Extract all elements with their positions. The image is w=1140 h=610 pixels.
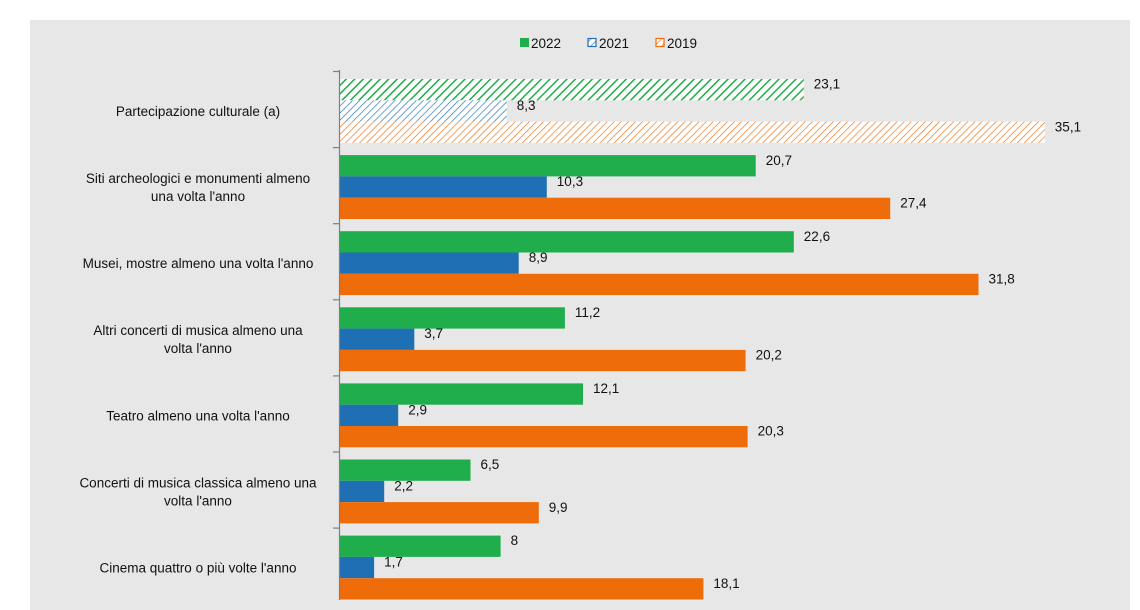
bar-2022-0 <box>340 79 804 101</box>
bar-2021-5 <box>340 480 385 503</box>
legend-swatch-2022 <box>520 38 529 47</box>
value-label-2019-3: 20,2 <box>756 348 782 363</box>
bar-2021-1 <box>340 176 547 198</box>
category-label-5: Concerti di musica classica almeno una vo… <box>79 475 317 508</box>
value-label-2021-0: 8,3 <box>517 98 536 113</box>
legend-label-2022: 2022 <box>531 36 561 51</box>
bar-2019-1 <box>340 197 891 219</box>
bar-2022-4 <box>340 383 583 405</box>
legend-label-2021: 2021 <box>599 36 629 51</box>
value-label-2021-4: 2,9 <box>408 402 427 417</box>
bar-2021-4 <box>340 404 399 426</box>
value-label-2021-3: 3,7 <box>424 326 443 341</box>
value-label-2019-6: 18,1 <box>713 576 739 591</box>
value-label-2019-5: 9,9 <box>549 500 568 515</box>
bar-2022-2 <box>340 231 794 253</box>
bar-2021-3 <box>340 328 415 350</box>
legend-label-2019: 2019 <box>667 36 697 51</box>
value-label-2019-4: 20,3 <box>758 424 784 439</box>
bar-2022-6 <box>340 535 501 557</box>
value-label-2022-5: 6,5 <box>481 457 500 472</box>
value-label-2022-3: 11,2 <box>575 305 600 320</box>
bar-2019-5 <box>340 502 539 524</box>
bar-2019-2 <box>340 273 979 296</box>
value-label-2021-5: 2,2 <box>394 478 413 493</box>
value-label-2021-1: 10,3 <box>557 174 583 189</box>
bar-2021-0 <box>340 100 507 122</box>
axis-ticks-layer <box>333 70 340 529</box>
value-label-2022-6: 8 <box>511 533 519 548</box>
value-label-2021-6: 1,7 <box>384 555 403 570</box>
category-labels-layer: Partecipazione culturale (a) Siti archeol… <box>79 104 317 576</box>
category-label-2: Musei, mostre almeno una volta l'anno <box>83 256 314 271</box>
bar-2022-1 <box>340 155 756 177</box>
bar-2022-5 <box>340 459 471 481</box>
category-label-1: Siti archeologici e monumenti almeno una … <box>86 171 310 204</box>
legend-swatch-2019 <box>655 37 665 48</box>
chart-panel <box>30 20 1130 610</box>
category-label-0: Partecipazione culturale (a) <box>116 104 280 119</box>
bar-2021-2 <box>340 252 519 274</box>
bar-2022-3 <box>340 307 565 329</box>
value-label-2019-2: 31,8 <box>989 271 1015 286</box>
value-labels-layer: 23,1 8,3 35,1 20,7 10,3 27,4 22,6 8,9 31,8 11,2 3,… <box>384 77 1081 591</box>
value-label-2019-0: 35,1 <box>1055 119 1081 134</box>
value-label-2021-2: 8,9 <box>529 250 548 265</box>
bar-2019-3 <box>340 349 746 372</box>
value-label-2022-0: 23,1 <box>814 77 840 92</box>
bars-layer <box>340 79 1045 600</box>
category-label-6: Cinema quattro o più volte l'anno <box>100 561 297 576</box>
bar-2019-4 <box>340 426 748 448</box>
value-label-2022-1: 20,7 <box>766 153 792 168</box>
category-label-4: Teatro almeno una volta l'anno <box>106 408 289 423</box>
bar-2021-6 <box>340 556 375 579</box>
bar-2019-6 <box>340 578 704 600</box>
value-label-2019-1: 27,4 <box>900 195 927 210</box>
legend: 2022 2021 2019 <box>520 36 697 51</box>
top-cropped-title <box>0 0 1140 14</box>
legend-swatch-2021 <box>587 37 597 48</box>
category-label-3: Altri concerti di musica almeno una volta… <box>93 323 303 356</box>
bar-2019-0 <box>340 121 1045 143</box>
value-label-2022-2: 22,6 <box>804 229 830 244</box>
value-label-2022-4: 12,1 <box>593 381 619 396</box>
